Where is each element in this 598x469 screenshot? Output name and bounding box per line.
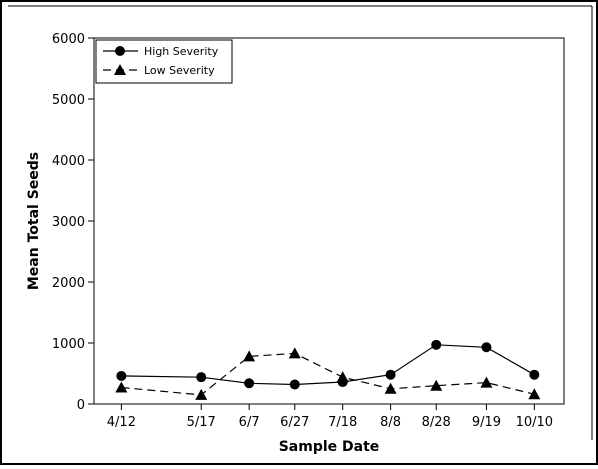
data-point-high-severity bbox=[244, 378, 255, 389]
x-tick-label: 8/8 bbox=[380, 415, 401, 430]
x-tick-label: 6/7 bbox=[239, 415, 260, 430]
data-point-low-severity bbox=[195, 388, 208, 400]
legend: High Severity Low Severity bbox=[95, 39, 233, 84]
data-point-low-severity bbox=[288, 347, 301, 359]
y-tick-label: 1000 bbox=[52, 337, 85, 352]
x-tick-label: 6/27 bbox=[280, 415, 309, 430]
data-point-low-severity bbox=[384, 382, 397, 394]
x-tick-label: 4/12 bbox=[107, 415, 136, 430]
data-point-low-severity bbox=[243, 350, 256, 362]
data-point-high-severity bbox=[385, 369, 396, 380]
y-tick-label: 3000 bbox=[52, 215, 85, 230]
x-axis: 4/12 5/17 6/7 6/27 7/18 8/8 8/28 9/19 10/10 bbox=[107, 404, 553, 430]
data-point-high-severity bbox=[481, 342, 492, 353]
x-tick-label: 10/10 bbox=[516, 415, 553, 430]
x-tick-label: 7/18 bbox=[328, 415, 357, 430]
series-layer bbox=[115, 339, 541, 400]
y-tick-label: 5000 bbox=[52, 93, 85, 108]
y-tick-label: 2000 bbox=[52, 276, 85, 291]
legend-label: High Severity bbox=[144, 45, 219, 58]
data-point-low-severity bbox=[430, 379, 443, 391]
legend-label: Low Severity bbox=[144, 64, 215, 77]
y-axis: 0 1000 2000 3000 4000 5000 6000 bbox=[52, 32, 94, 413]
data-point-low-severity bbox=[528, 388, 541, 400]
data-point-high-severity bbox=[116, 370, 127, 381]
data-point-high-severity bbox=[289, 379, 300, 390]
y-tick-label: 6000 bbox=[52, 32, 85, 47]
x-axis-label: Sample Date bbox=[279, 439, 380, 455]
data-point-low-severity bbox=[115, 381, 128, 393]
y-axis-label: Mean Total Seeds bbox=[26, 152, 42, 290]
legend-marker-triangle bbox=[114, 64, 126, 75]
y-tick-label: 4000 bbox=[52, 154, 85, 169]
data-point-low-severity bbox=[480, 376, 493, 388]
legend-marker-circle bbox=[115, 46, 125, 56]
data-point-high-severity bbox=[431, 339, 442, 350]
x-tick-label: 9/19 bbox=[472, 415, 501, 430]
y-tick-label: 0 bbox=[77, 398, 85, 413]
data-point-high-severity bbox=[196, 372, 207, 383]
data-point-low-severity bbox=[336, 371, 349, 383]
legend-box bbox=[95, 39, 233, 84]
x-tick-label: 5/17 bbox=[187, 415, 216, 430]
x-tick-label: 8/28 bbox=[422, 415, 451, 430]
data-point-high-severity bbox=[529, 369, 540, 380]
